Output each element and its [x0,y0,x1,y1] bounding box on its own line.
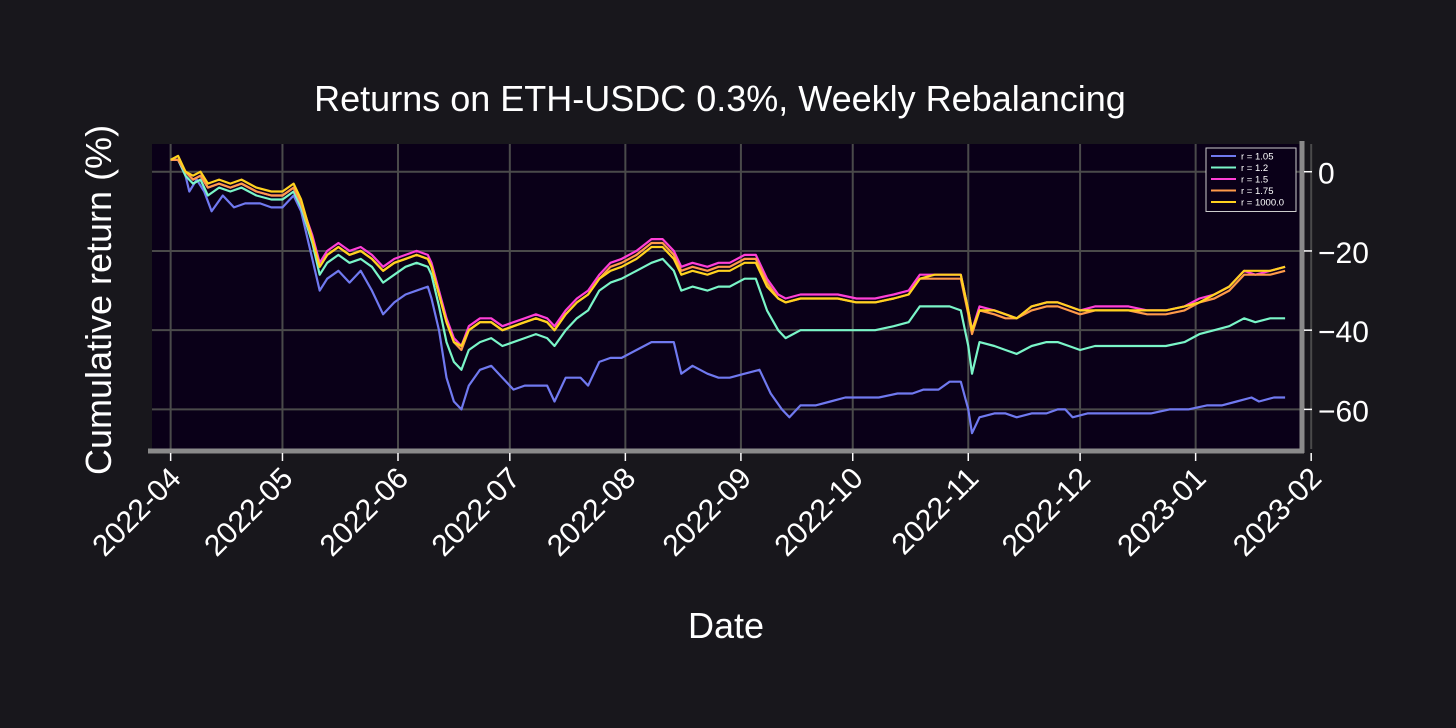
plot-area [152,144,1300,449]
series-lines [170,154,1286,435]
series-line-1 [170,158,1286,375]
grid-lines [152,144,1313,449]
y-tick-label: −20 [1318,237,1369,270]
series-line-0 [170,158,1286,435]
legend-label: r = 1000.0 [1241,198,1284,209]
legend-label: r = 1.75 [1241,186,1273,197]
x-axis-label: Date [688,605,764,646]
y-tick-label: −40 [1318,316,1369,349]
legend: r = 1.05r = 1.2r = 1.5r = 1.75r = 1000.0 [1205,147,1297,212]
legend-label: r = 1.05 [1241,152,1273,163]
legend-label: r = 1.2 [1241,163,1268,174]
chart-title: Returns on ETH-USDC 0.3%, Weekly Rebalan… [314,78,1126,119]
y-tick-label: 0 [1318,158,1335,191]
legend-label: r = 1.5 [1241,175,1268,186]
y-tick-label: −60 [1318,395,1369,428]
series-line-4 [170,154,1286,348]
y-axis-label: Cumulative return (%) [78,125,119,475]
y-axis-ticks: 0 −20 −40 −60 [1304,158,1369,428]
